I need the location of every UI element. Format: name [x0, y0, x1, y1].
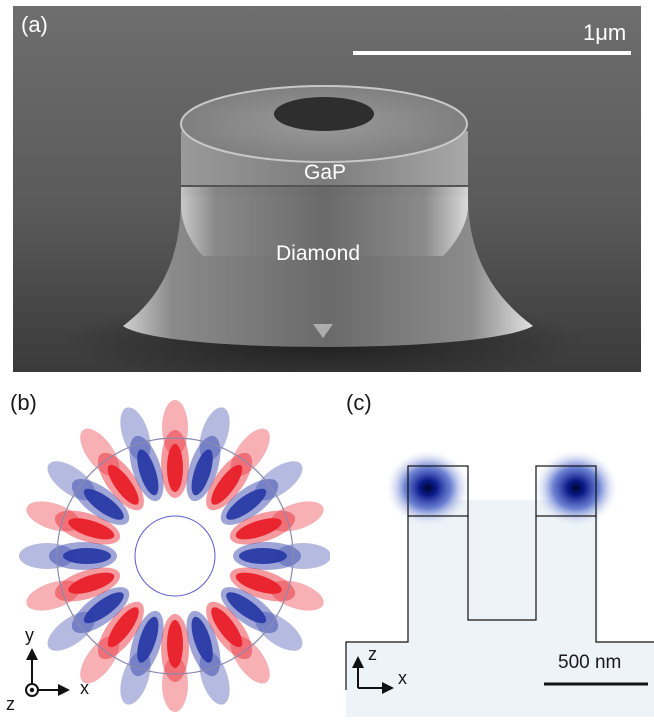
field-lobe: [161, 400, 189, 498]
gap-box-left: [407, 465, 469, 517]
field-lobe: [206, 428, 270, 511]
gap-layer-label: GaP: [304, 161, 347, 184]
gap-box-right: [535, 465, 597, 517]
cross-section-map: [345, 450, 654, 717]
scale-bar-label: 1μm: [583, 20, 627, 45]
field-lobe: [220, 587, 303, 651]
axis-z-label: z: [6, 694, 15, 714]
field-hotspot-right: [534, 450, 618, 526]
field-lobe: [19, 542, 117, 570]
field-lobe: [80, 428, 144, 511]
sem-image-panel: (a) 1μm GaP Diamond: [13, 6, 641, 372]
scale-bar-label-c: 500 nm: [558, 652, 622, 673]
panel-label-b: (b): [10, 390, 37, 415]
axis-y-label: y: [25, 625, 34, 645]
field-lobe: [220, 461, 303, 525]
field-lobe: [233, 542, 331, 570]
field-lobe: [206, 601, 270, 684]
axes-indicator: [25, 648, 70, 697]
field-lobe: [47, 461, 130, 525]
field-lobe: [161, 614, 189, 712]
field-hotspot-left: [386, 450, 470, 526]
inner-hole-boundary: [134, 515, 216, 597]
mode-profile-panel: (b) y x z: [0, 380, 331, 717]
panel-label-a: (a): [21, 12, 48, 37]
field-lobe: [229, 501, 324, 545]
panel-label-c: (c): [346, 390, 372, 415]
outer-ring-boundary: [56, 437, 294, 675]
axis-z-label-c: z: [368, 644, 377, 664]
axis-x-label-c: x: [398, 668, 407, 688]
cross-section-panel: (c) z x 500 nm: [336, 380, 654, 717]
diamond-layer-label: Diamond: [276, 242, 361, 265]
field-lobe: [47, 587, 130, 651]
mode-map: [19, 400, 331, 712]
axis-x-label: x: [80, 678, 89, 698]
field-lobe: [80, 601, 144, 684]
axes-indicator-c: [352, 656, 394, 694]
sem-image: [13, 6, 641, 372]
diamond-outline: [345, 516, 654, 690]
